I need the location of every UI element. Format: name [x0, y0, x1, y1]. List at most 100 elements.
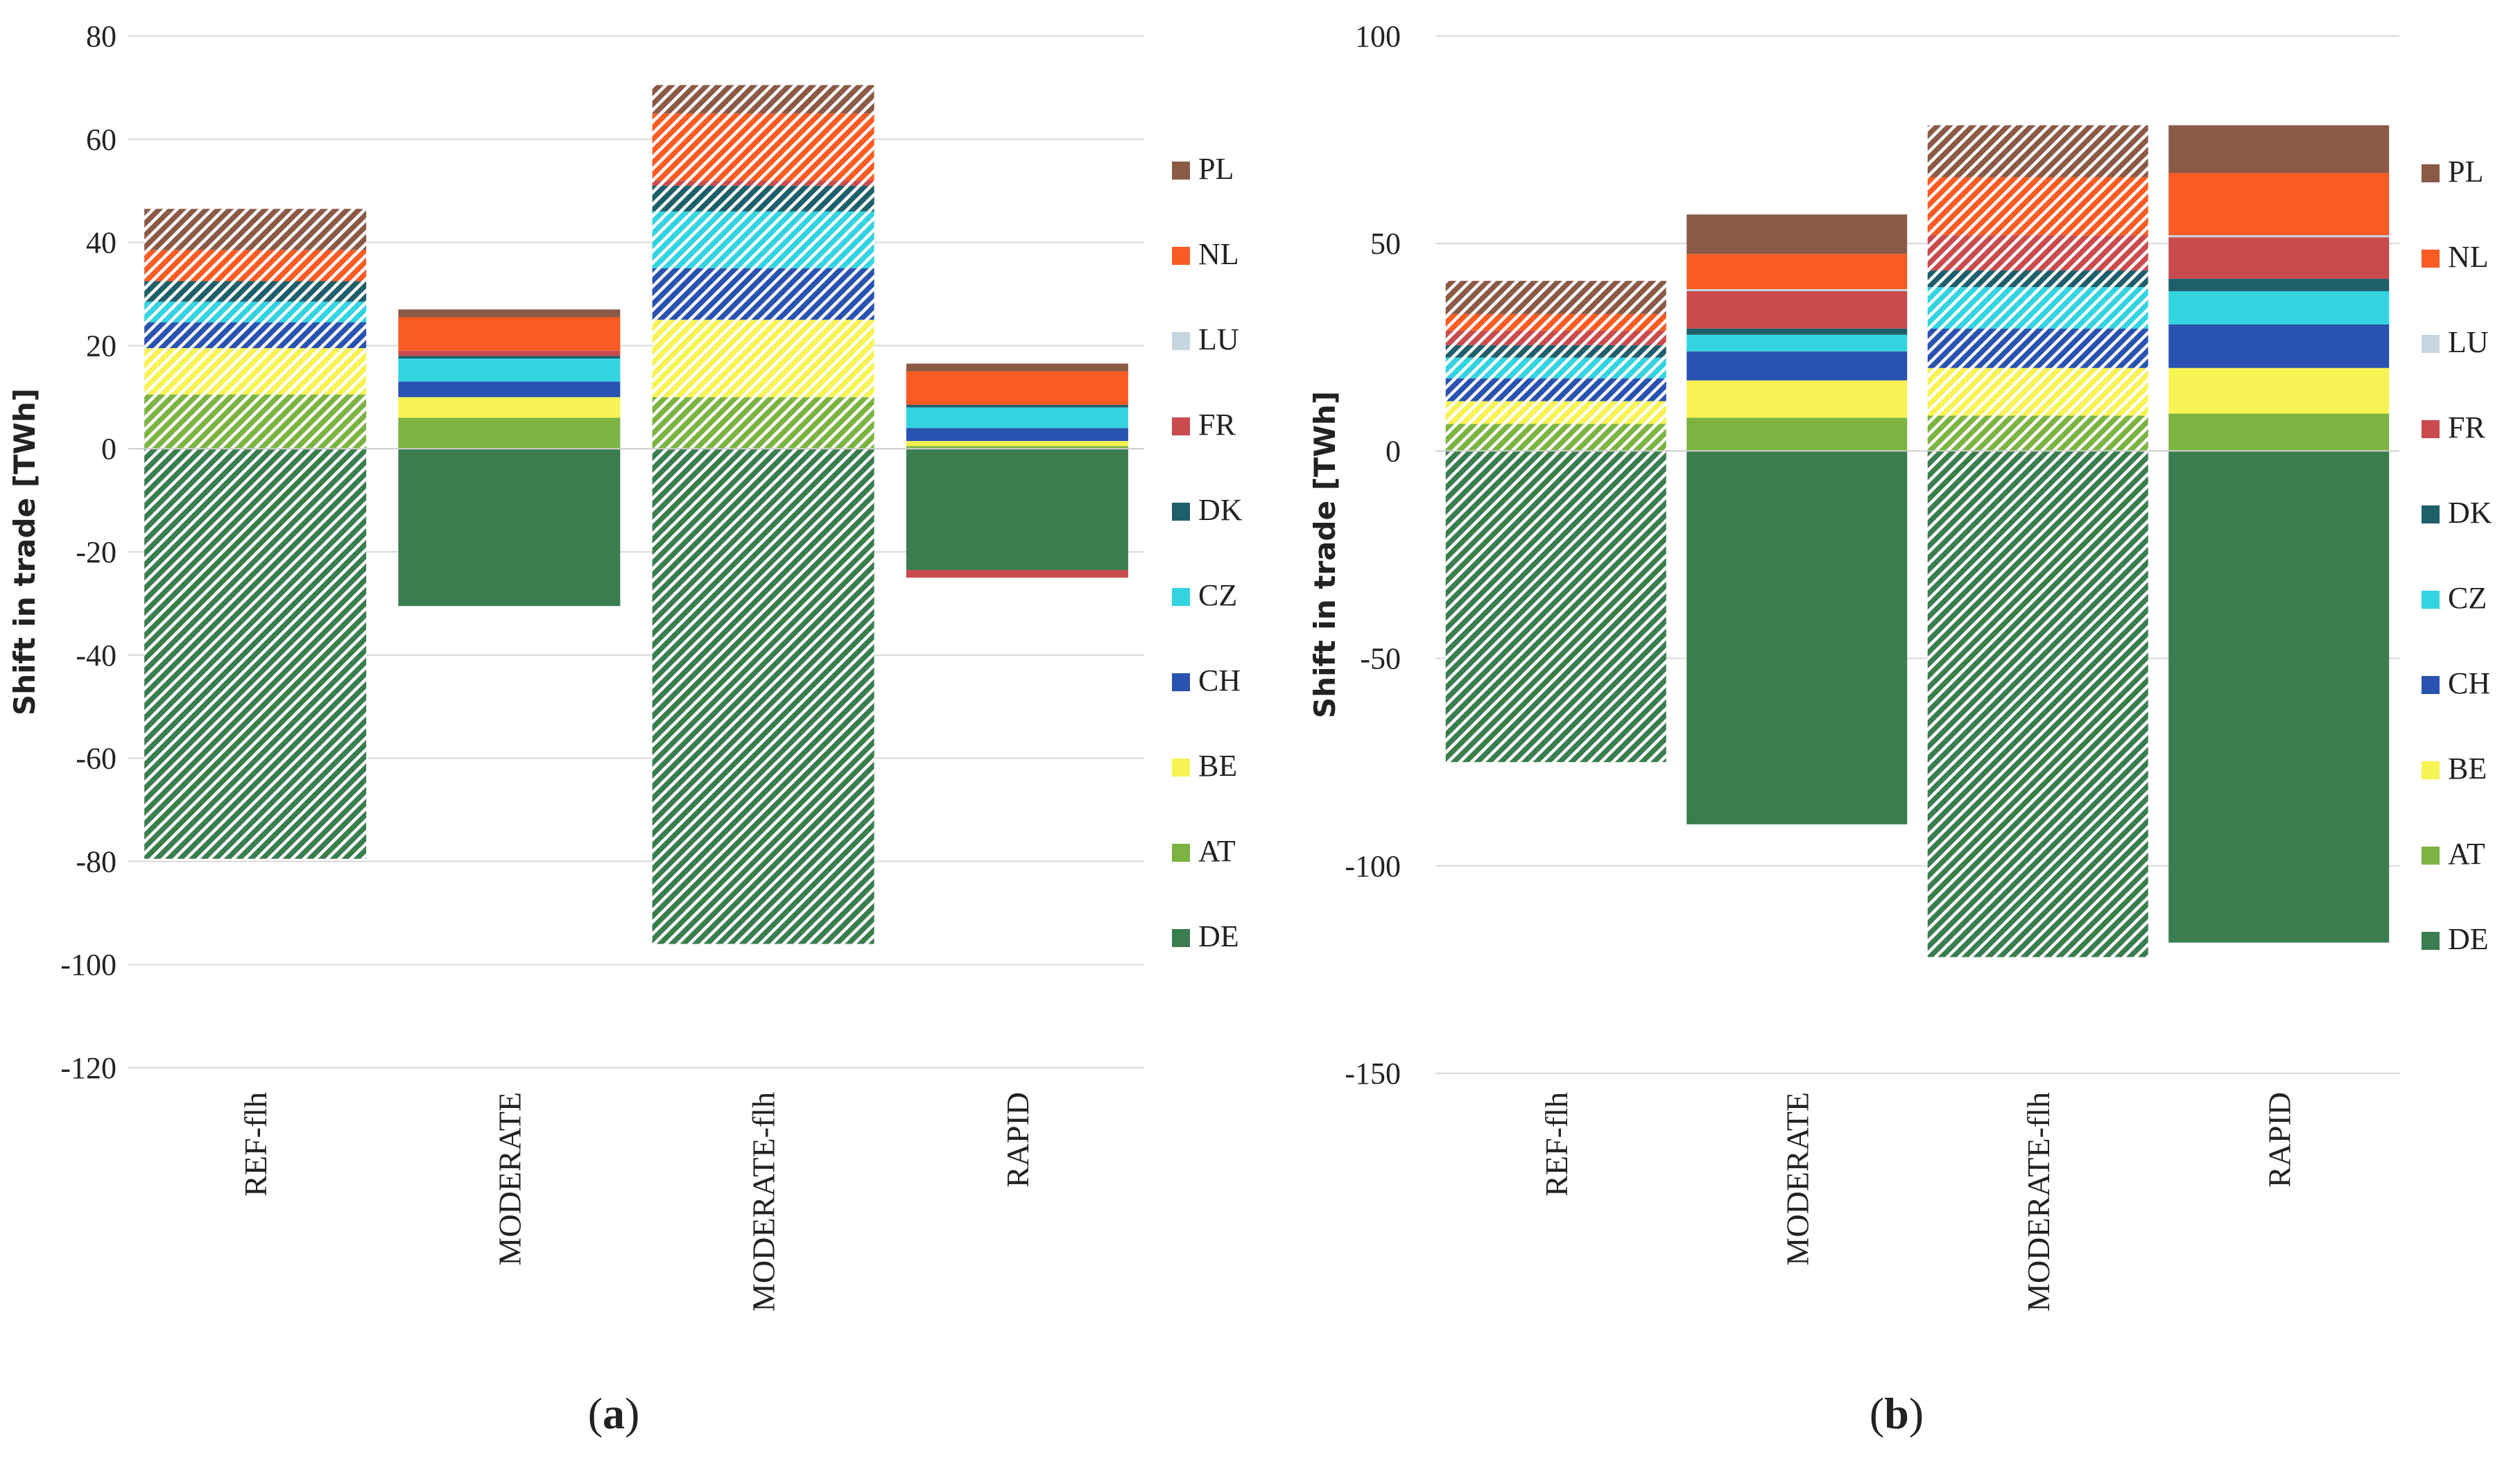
- legend-swatch-dk: [1172, 503, 1190, 521]
- legend-swatch-be: [2422, 761, 2440, 779]
- bar-segment-at-ref-flh: [1445, 424, 1666, 451]
- bar-segment-be-moderate-flh: [652, 320, 874, 397]
- bar-segment-at-rapid: [906, 446, 1128, 449]
- bar-segment-fr-rapid: [906, 570, 1128, 578]
- y-tick-label: 80: [86, 19, 116, 53]
- bar-segment-nl-ref-flh: [1445, 313, 1666, 331]
- bar-segment-nl-ref-flh: [144, 250, 367, 281]
- legend-label-cz: CZ: [2448, 581, 2487, 615]
- legend-swatch-cz: [1172, 588, 1190, 606]
- legend-swatch-pl: [2422, 164, 2440, 182]
- bar-segment-ch-moderate-flh: [652, 268, 874, 320]
- bar-segment-nl-rapid: [906, 371, 1128, 405]
- chart-a: 80 60 40 20 0 -20 -40 -60 -80 -100 -120 Shift in tr…: [8, 19, 1243, 1438]
- bar-segment-nl-moderate: [1686, 254, 1908, 290]
- bar-segment-de-rapid: [2168, 451, 2390, 943]
- bar-segment-cz-rapid: [2168, 291, 2390, 324]
- legend-label-be: BE: [1198, 749, 1237, 783]
- y-tick-label: -100: [60, 948, 116, 982]
- legend-swatch-de: [2422, 932, 2440, 950]
- bar-segment-pl-rapid: [2168, 125, 2390, 173]
- y-tick-label: 0: [1386, 434, 1401, 468]
- legend-swatch-at: [2422, 847, 2440, 865]
- x-category-label: RAPID: [2261, 1092, 2297, 1188]
- bar-segment-at-ref-flh: [144, 395, 367, 449]
- legend-label-ch: CH: [2448, 666, 2490, 700]
- bar-segment-pl-ref-flh: [1445, 281, 1666, 314]
- legend-label-dk: DK: [1198, 493, 1243, 527]
- legend-label-pl: PL: [2448, 155, 2483, 189]
- bar-segment-de-ref-flh: [1445, 451, 1666, 763]
- x-category-label: MODERATE-flh: [2021, 1092, 2056, 1312]
- legend-label-dk: DK: [2448, 496, 2492, 530]
- y-axis-label: Shift in trade [TWh]: [8, 388, 42, 716]
- y-tick-label: -120: [60, 1051, 116, 1085]
- legend-swatch-fr: [1172, 417, 1190, 435]
- y-tick-label: -20: [76, 535, 116, 569]
- bar-segment-cz-moderate-flh: [652, 211, 874, 268]
- legend-label-fr: FR: [2448, 410, 2485, 444]
- legend-swatch-lu: [1172, 332, 1190, 350]
- legend-swatch-nl: [1172, 247, 1190, 265]
- bar-segment-be-moderate: [1686, 380, 1908, 418]
- bar-segment-pl-moderate-flh: [1927, 125, 2148, 177]
- y-tick-label: 0: [101, 432, 116, 466]
- bar-segment-at-moderate: [1686, 417, 1908, 451]
- bar-segment-de-moderate: [398, 449, 621, 607]
- bar-segment-dk-rapid: [2168, 279, 2390, 292]
- bar-segment-nl-rapid: [2168, 173, 2390, 236]
- bar-segment-ch-rapid: [2168, 324, 2390, 368]
- y-tick-label: 100: [1355, 19, 1401, 53]
- legend-swatch-be: [1172, 758, 1190, 777]
- bar-segment-cz-moderate-flh: [1927, 287, 2148, 329]
- bar-segment-lu-moderate: [1686, 289, 1908, 292]
- bar-segment-nl-moderate-flh: [652, 113, 874, 181]
- y-axis-label: Shift in trade [TWh]: [1308, 391, 1342, 718]
- bar-segment-at-moderate-flh: [652, 397, 874, 449]
- bar-segment-cz-moderate: [1686, 334, 1908, 352]
- legend-swatch-cz: [2422, 591, 2440, 609]
- bar-segment-be-rapid: [2168, 367, 2390, 414]
- bar-segment-ch-ref-flh: [1445, 378, 1666, 401]
- bar-segment-cz-ref-flh: [144, 302, 367, 322]
- legend-label-nl: NL: [2448, 240, 2489, 274]
- legend-label-pl: PL: [1198, 152, 1234, 186]
- x-category-label: REF-flh: [238, 1092, 273, 1197]
- legend-swatch-dk: [2422, 505, 2440, 523]
- y-tick-label: -50: [1360, 642, 1401, 676]
- legend-swatch-at: [1172, 844, 1190, 862]
- legend-label-nl: NL: [1198, 237, 1239, 271]
- bar-segment-lu-rapid: [2168, 235, 2390, 238]
- bar-segment-at-rapid: [2168, 413, 2390, 451]
- legend-swatch-ch: [1172, 673, 1190, 691]
- bar-segment-be-ref-flh: [1445, 401, 1666, 424]
- legend-swatch-de: [1172, 929, 1190, 947]
- y-tick-label: -40: [76, 639, 116, 673]
- x-category-label: REF-flh: [1539, 1092, 1574, 1197]
- legend-label-at: AT: [1198, 834, 1236, 868]
- bar-segment-ch-moderate-flh: [1927, 328, 2148, 368]
- legend-swatch-fr: [2422, 420, 2440, 438]
- bar-segment-nl-moderate: [398, 317, 621, 351]
- bar-segment-pl-moderate: [1686, 214, 1908, 254]
- x-category-label: MODERATE: [492, 1092, 527, 1265]
- bar-segment-ch-moderate: [398, 381, 621, 397]
- bar-segment-be-rapid: [906, 441, 1128, 447]
- bar-segment-de-moderate-flh: [652, 449, 874, 944]
- y-tick-label: -80: [76, 844, 116, 878]
- y-tick-label: -60: [76, 742, 116, 776]
- bar-segment-fr-moderate: [1686, 291, 1908, 329]
- legend-swatch-ch: [2422, 676, 2440, 694]
- y-tick-label: 50: [1370, 227, 1401, 261]
- bar-segment-cz-ref-flh: [1445, 357, 1666, 379]
- x-category-label: MODERATE-flh: [746, 1092, 782, 1312]
- figure-caption: (b): [1870, 1389, 1924, 1438]
- bar-segment-fr-ref-flh: [1445, 330, 1666, 345]
- legend-label-be: BE: [2448, 752, 2487, 786]
- x-category-label: MODERATE: [1779, 1092, 1815, 1265]
- bar-segment-pl-moderate-flh: [652, 85, 874, 114]
- bar-segment-dk-moderate-flh: [652, 185, 874, 211]
- legend-label-de: DE: [1198, 919, 1239, 953]
- legend-swatch-lu: [2422, 335, 2440, 353]
